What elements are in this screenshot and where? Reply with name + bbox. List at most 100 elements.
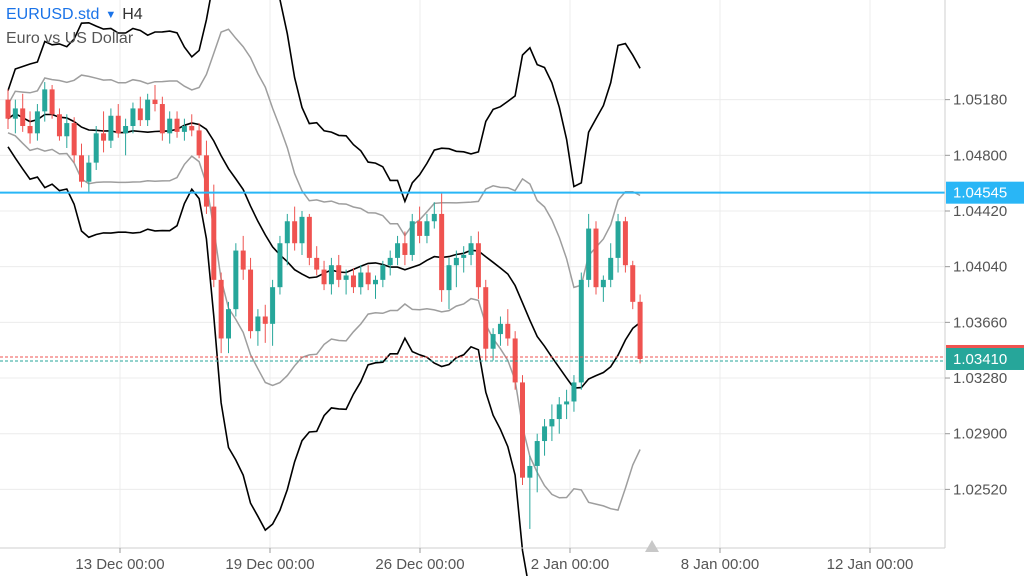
candle-body [181,126,187,132]
candle [365,265,371,291]
candle-body [108,115,114,141]
y-tick-label: 1.05180 [953,92,1007,109]
candle-body [64,123,70,137]
candle [306,213,312,266]
timeframe-label[interactable]: H4 [122,6,143,23]
chart-shift-marker-icon[interactable] [645,540,659,552]
candle-body [49,89,55,115]
candle [520,375,525,485]
candle-body [512,338,518,383]
candle [615,213,621,273]
candle [211,184,217,288]
candle-body [409,221,415,255]
candle [299,210,305,255]
candle [56,108,62,141]
candle [5,89,11,129]
candle-body [101,133,107,141]
axes: 1.05180 1.04800 1.04420 1.04040 1.03660 1.032… [0,0,1007,573]
candle-body [520,382,525,478]
candle [79,143,84,188]
candle [593,221,599,295]
candle [328,257,334,295]
candle-body [600,279,606,288]
candle-body [262,316,268,324]
candle-body [637,301,643,359]
candle [637,294,643,364]
candle-body [630,265,636,302]
candle [505,309,511,346]
candle-body [299,216,305,244]
bid-price-tag [946,347,1024,370]
y-tick-label: 1.02520 [953,481,1007,498]
candle [336,254,342,288]
x-tick-label: 26 Dec 00:00 [375,556,464,573]
band-inner-lower [7,132,641,511]
candle-body [549,419,555,427]
candle-body [387,257,393,266]
candle [42,82,48,122]
candle-body [527,465,533,478]
candle-body [240,250,246,270]
candle-body [27,126,33,134]
candle [527,455,533,529]
horizontal-level-label: 1.04545 [953,185,1007,202]
candle [152,84,158,112]
y-tick-label: 1.04420 [953,203,1007,220]
candle-body [255,316,261,332]
candle-body [203,155,209,207]
candle-body [453,257,459,266]
candle [461,246,467,273]
candle-body [226,309,231,339]
candle-body [343,275,349,280]
candle [571,375,577,412]
candle-body [556,404,562,420]
candle [292,206,298,251]
horizontal-level-tag[interactable] [946,181,1024,204]
candle [380,260,386,288]
y-tick-label: 1.03280 [953,370,1007,387]
candle-body [115,115,121,134]
candle [167,111,173,144]
candle-body [277,243,283,288]
candle-body [189,126,195,131]
candle [350,268,356,294]
candle [93,126,99,170]
candle-body [417,221,423,236]
candle [402,231,408,266]
candle-body [56,114,62,137]
x-tick-label: 8 Jan 00:00 [681,556,759,573]
candle-body [328,265,334,285]
candle-body [468,243,474,255]
candle [115,104,121,138]
candle [86,155,92,192]
candle [71,117,77,163]
candle-body [86,162,92,182]
price-lines: 1.04545 1.03410 [0,181,1024,370]
candle-body [292,221,298,244]
candle-body [336,265,342,280]
candle [417,206,423,244]
candle [512,331,518,390]
candle-body [395,243,401,258]
chevron-down-icon[interactable]: ▼ [105,9,117,21]
candle [483,279,489,361]
grid [0,0,945,548]
candle [468,235,474,266]
candle [358,265,364,295]
candle-body [93,133,99,163]
candle-body [233,250,239,310]
symbol-label[interactable]: EURUSD.std [6,6,100,23]
candle [181,118,187,141]
candle [608,243,614,288]
candle [387,250,393,276]
candle [534,433,540,493]
candles [5,82,643,529]
candle [248,257,254,339]
candle-body [137,108,143,121]
candle-body [483,287,489,349]
candle [270,279,276,346]
candle-body [196,130,202,156]
candle-body [542,426,548,442]
